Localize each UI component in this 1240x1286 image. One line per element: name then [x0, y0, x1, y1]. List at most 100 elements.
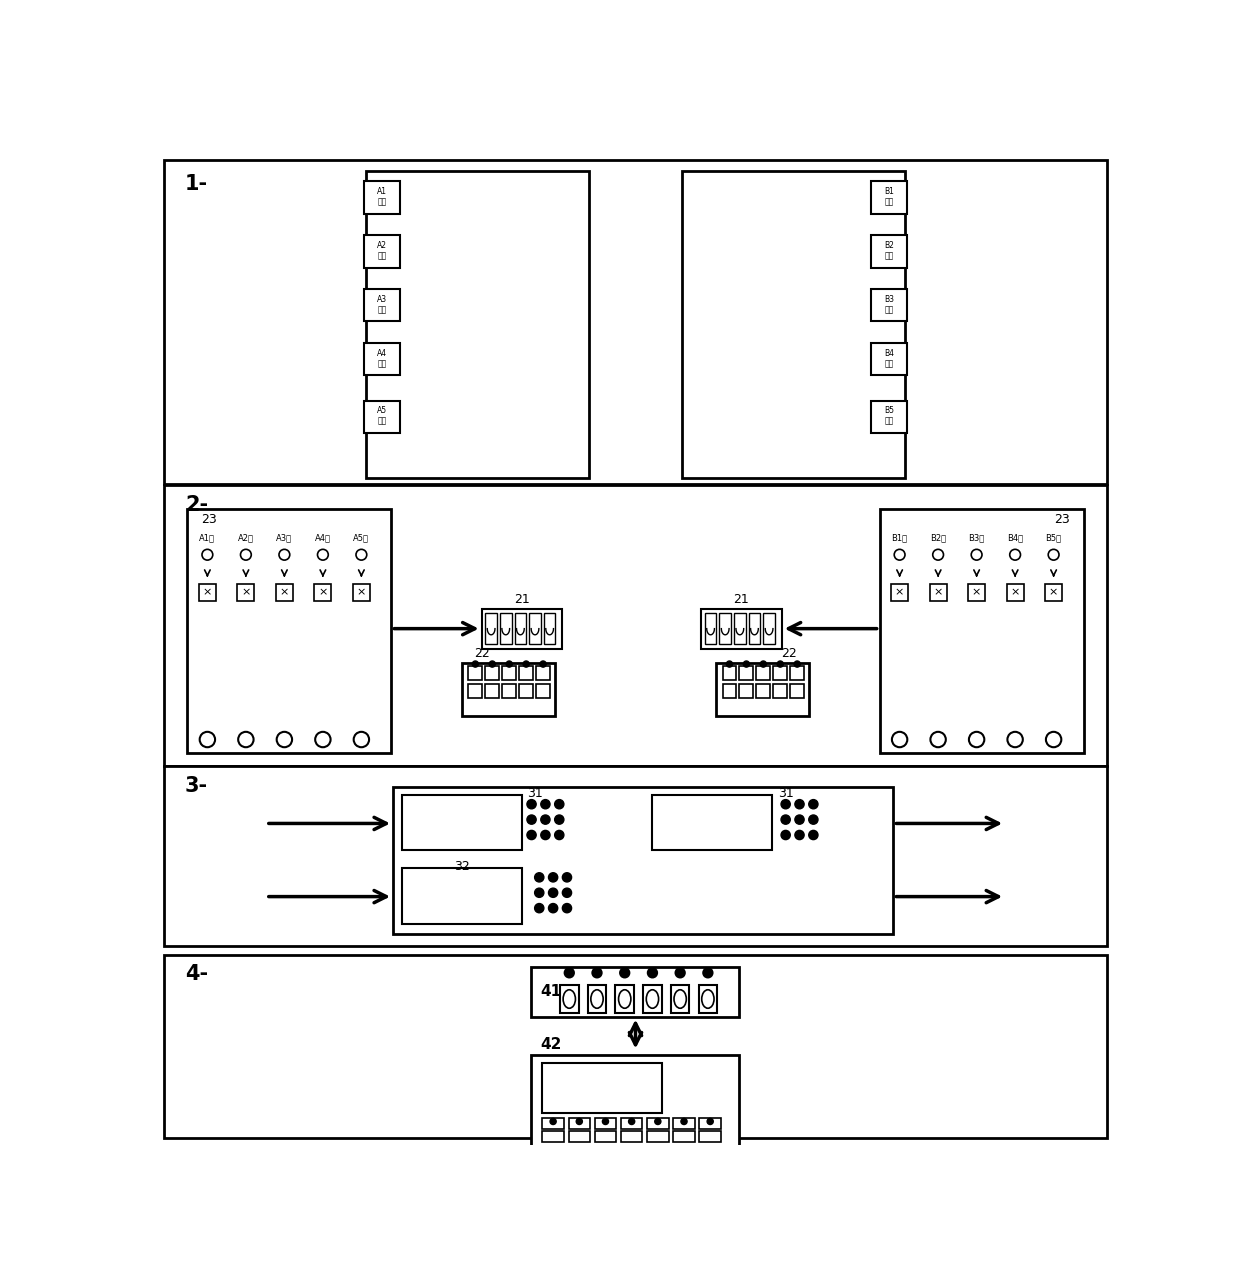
Bar: [560, 985, 579, 1013]
Text: B1区: B1区: [892, 534, 908, 543]
Bar: [531, 1056, 739, 1147]
Text: 3-: 3-: [185, 775, 208, 796]
Circle shape: [647, 968, 657, 977]
Bar: [485, 613, 497, 644]
Bar: [485, 666, 500, 680]
Bar: [756, 684, 770, 698]
Circle shape: [551, 1119, 557, 1124]
Text: A2区: A2区: [238, 534, 254, 543]
Bar: [365, 401, 399, 433]
Circle shape: [490, 661, 495, 667]
Text: 31: 31: [527, 787, 543, 800]
Bar: [615, 985, 634, 1013]
Circle shape: [548, 904, 558, 913]
Circle shape: [277, 732, 293, 747]
Bar: [652, 795, 771, 850]
Bar: [698, 985, 717, 1013]
Bar: [402, 868, 522, 923]
Bar: [469, 666, 482, 680]
Text: B3区: B3区: [968, 534, 985, 543]
Text: ×: ×: [357, 588, 366, 598]
Bar: [717, 662, 808, 716]
Text: B5
采样: B5 采样: [884, 406, 894, 426]
Bar: [366, 171, 589, 477]
Bar: [164, 161, 1107, 484]
Text: ×: ×: [895, 588, 904, 598]
Bar: [568, 1119, 590, 1129]
Text: A2
采样: A2 采样: [377, 240, 387, 260]
Text: 22: 22: [474, 647, 490, 660]
Bar: [164, 485, 1107, 766]
Circle shape: [808, 831, 818, 840]
Bar: [872, 289, 906, 322]
Bar: [673, 1119, 694, 1129]
Circle shape: [317, 549, 329, 561]
Circle shape: [563, 873, 572, 882]
Bar: [872, 235, 906, 267]
Text: ×: ×: [1049, 588, 1058, 598]
Ellipse shape: [590, 990, 603, 1008]
Bar: [187, 508, 392, 754]
Bar: [568, 1132, 590, 1142]
Bar: [790, 666, 804, 680]
Bar: [402, 795, 522, 850]
Circle shape: [279, 549, 290, 561]
Bar: [500, 613, 512, 644]
Text: ×: ×: [319, 588, 327, 598]
Circle shape: [1007, 732, 1023, 747]
Bar: [365, 181, 399, 213]
Bar: [542, 1064, 662, 1112]
Bar: [699, 1132, 720, 1142]
Bar: [790, 684, 804, 698]
Circle shape: [527, 800, 536, 809]
Bar: [237, 584, 254, 601]
Text: 22: 22: [781, 647, 797, 660]
Circle shape: [541, 831, 551, 840]
Text: B1
采样: B1 采样: [884, 186, 894, 206]
Circle shape: [894, 549, 905, 561]
Bar: [682, 171, 905, 477]
Circle shape: [563, 889, 572, 898]
Circle shape: [1048, 549, 1059, 561]
Circle shape: [781, 800, 790, 809]
Text: 31: 31: [777, 787, 794, 800]
Circle shape: [681, 1119, 687, 1124]
Circle shape: [676, 968, 684, 977]
Text: A5区: A5区: [353, 534, 370, 543]
Bar: [529, 613, 541, 644]
Circle shape: [795, 831, 804, 840]
Bar: [544, 613, 556, 644]
Bar: [756, 666, 770, 680]
Circle shape: [795, 800, 804, 809]
Circle shape: [527, 831, 536, 840]
Circle shape: [539, 661, 546, 667]
Circle shape: [603, 1119, 609, 1124]
Circle shape: [795, 815, 804, 824]
Circle shape: [1045, 732, 1061, 747]
Bar: [1045, 584, 1063, 601]
Bar: [723, 684, 737, 698]
Circle shape: [356, 549, 367, 561]
Circle shape: [202, 549, 213, 561]
Text: A3
采样: A3 采样: [377, 294, 387, 314]
Text: ×: ×: [202, 588, 212, 598]
Bar: [968, 584, 985, 601]
Bar: [774, 666, 787, 680]
Circle shape: [534, 904, 544, 913]
Text: 41: 41: [541, 984, 562, 999]
Text: A1
采样: A1 采样: [377, 186, 387, 206]
Bar: [365, 289, 399, 322]
Bar: [542, 1132, 564, 1142]
Circle shape: [548, 873, 558, 882]
Circle shape: [707, 1119, 713, 1124]
Text: 1-: 1-: [185, 175, 208, 194]
Ellipse shape: [702, 990, 714, 1008]
Bar: [542, 1119, 564, 1129]
Bar: [930, 584, 946, 601]
Circle shape: [238, 732, 253, 747]
Bar: [723, 666, 737, 680]
Circle shape: [506, 661, 512, 667]
Text: 21: 21: [733, 593, 749, 606]
Bar: [673, 1132, 694, 1142]
Bar: [704, 613, 717, 644]
